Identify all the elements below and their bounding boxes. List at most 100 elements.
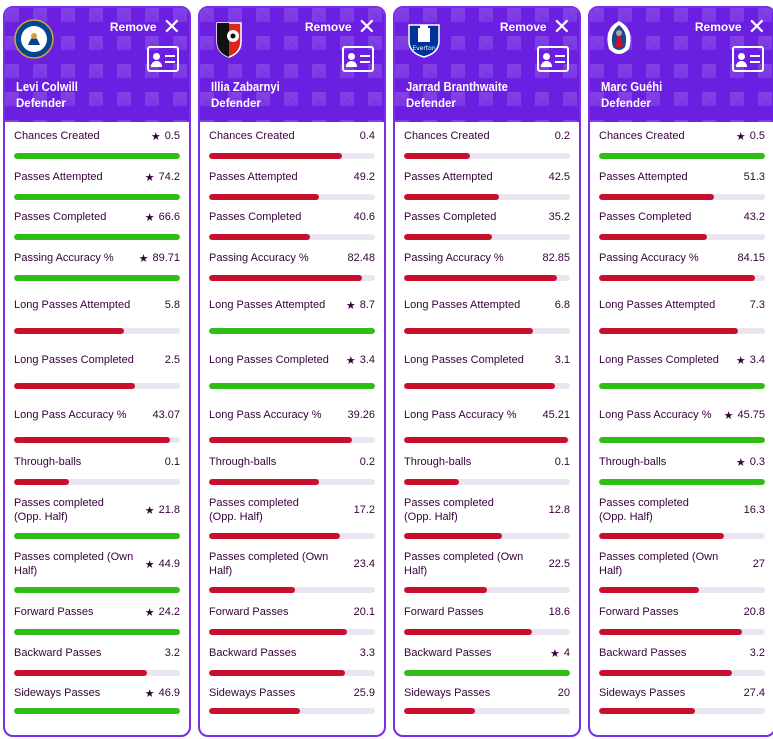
stat-row: Passes completed (Own Half) ★ 44.9 (14, 549, 180, 593)
star-icon: ★ (735, 130, 746, 143)
remove-button[interactable]: Remove ✕ (500, 14, 571, 39)
star-icon: ★ (144, 171, 155, 184)
stat-bar (209, 670, 375, 676)
player-card: Remove ✕ Levi Colwill Defender Chances Creat… (3, 6, 191, 737)
stat-bar-fill (14, 153, 180, 159)
stat-value: 0.2 (555, 130, 570, 142)
stat-label: Through-balls (404, 456, 472, 468)
remove-button[interactable]: Remove ✕ (110, 16, 181, 38)
stat-label: Chances Created (14, 130, 100, 142)
stat-number: 17.2 (353, 504, 375, 516)
stat-label: Passes completed (Opp. Half) (404, 497, 494, 523)
stat-label: Passes completed (Own Half) (209, 551, 329, 577)
player-position: Defender (211, 98, 261, 110)
stat-value: 42.5 (549, 171, 570, 183)
stat-bar-fill (404, 670, 570, 676)
stat-bar-fill (14, 234, 180, 240)
stat-label: Sideways Passes (599, 687, 686, 699)
stat-bar (14, 328, 180, 334)
stat-value: 5.8 (165, 299, 180, 311)
stat-number: 0.4 (359, 130, 375, 142)
stat-row: Passes completed (Opp. Half) 16.3 (599, 495, 765, 539)
stat-bar-fill (599, 153, 765, 159)
stat-row: Passes Attempted 42.5 (404, 169, 570, 200)
player-profile-icon[interactable] (342, 46, 374, 72)
star-icon: ★ (150, 130, 161, 143)
stat-bar (599, 533, 765, 539)
stat-number: 23.4 (353, 558, 375, 570)
stat-row: Long Passes Attempted ★ 8.7 (209, 290, 375, 334)
stat-label: Chances Created (404, 130, 490, 142)
stat-row: Chances Created ★ 0.5 (599, 128, 765, 159)
stat-value: 20.8 (744, 606, 765, 618)
stat-bar-fill (209, 587, 296, 593)
stat-value: 20 (558, 687, 570, 699)
stat-bar-fill (404, 629, 532, 635)
remove-button[interactable]: Remove ✕ (694, 16, 766, 38)
stat-number: 24.2 (158, 606, 180, 618)
stat-row: Passes Completed 35.2 (404, 209, 570, 240)
stat-label: Passes Completed (209, 211, 302, 223)
stat-value: ★ 0.5 (151, 130, 180, 143)
stat-row: Passing Accuracy % 82.85 (404, 250, 570, 281)
card-header: Remove ✕ Marc Guéhi Defender (590, 8, 773, 122)
player-position: Defender (16, 98, 66, 110)
star-icon: ★ (138, 252, 149, 265)
player-profile-icon[interactable] (732, 46, 764, 72)
stat-label: Long Pass Accuracy % (14, 409, 127, 421)
stat-number: 0.5 (749, 130, 765, 142)
stat-number: 27 (752, 558, 765, 570)
star-icon: ★ (144, 687, 155, 700)
stat-bar-fill (14, 194, 180, 200)
stat-bar (209, 194, 375, 200)
stat-bar (14, 383, 180, 389)
stat-bar (404, 194, 570, 200)
stat-bar (404, 533, 570, 539)
stat-label: Backward Passes (209, 647, 297, 659)
stat-number: 25.9 (353, 687, 375, 699)
stat-bar-fill (14, 629, 180, 635)
stat-number: 22.5 (548, 558, 570, 570)
stat-bar (14, 670, 180, 676)
stat-number: 12.8 (548, 504, 570, 516)
stat-row: Forward Passes 18.6 (404, 604, 570, 635)
stat-row: Chances Created 0.4 (209, 128, 375, 159)
stat-number: 3.3 (359, 647, 375, 659)
stat-number: 74.2 (158, 171, 180, 183)
stat-label: Passes Attempted (599, 171, 688, 183)
stat-bar-fill (14, 533, 180, 539)
stat-row: Passes completed (Own Half) 27 (599, 549, 765, 593)
stat-label: Long Passes Attempted (599, 299, 716, 311)
stat-bar (599, 437, 765, 443)
stat-number: 82.48 (347, 252, 375, 264)
stat-bar (14, 479, 180, 485)
stat-value: 20.1 (354, 606, 375, 618)
stat-number: 40.6 (353, 211, 375, 223)
remove-button[interactable]: Remove ✕ (305, 16, 376, 38)
player-profile-icon[interactable] (147, 46, 179, 72)
stat-label: Passes Completed (404, 211, 497, 223)
player-profile-icon[interactable] (537, 46, 569, 72)
stat-row: Forward Passes 20.1 (209, 604, 375, 635)
close-icon: ✕ (552, 14, 571, 39)
stat-bar (404, 383, 570, 389)
stat-bar-fill (599, 479, 765, 485)
stat-value: ★ 3.4 (736, 354, 765, 367)
stat-bar (404, 153, 570, 159)
stat-label: Long Passes Completed (14, 354, 134, 366)
bournemouth-crest-icon (209, 19, 249, 59)
stat-row: Backward Passes 3.3 (209, 645, 375, 676)
stat-bar-fill (14, 479, 69, 485)
stat-label: Passes Attempted (209, 171, 298, 183)
stat-label: Passing Accuracy % (599, 252, 699, 264)
star-icon: ★ (550, 647, 560, 660)
stat-row: Passes Completed 43.2 (599, 209, 765, 240)
remove-label: Remove (694, 20, 742, 34)
stat-value: 25.9 (354, 687, 375, 699)
stat-row: Long Pass Accuracy % 43.07 (14, 400, 180, 443)
stat-row: Passes completed (Opp. Half) ★ 21.8 (14, 495, 180, 539)
stat-bar-fill (404, 533, 502, 539)
stat-label: Passes completed (Own Half) (404, 551, 524, 577)
stat-number: 21.8 (158, 504, 180, 516)
stat-bar-fill (209, 708, 301, 714)
